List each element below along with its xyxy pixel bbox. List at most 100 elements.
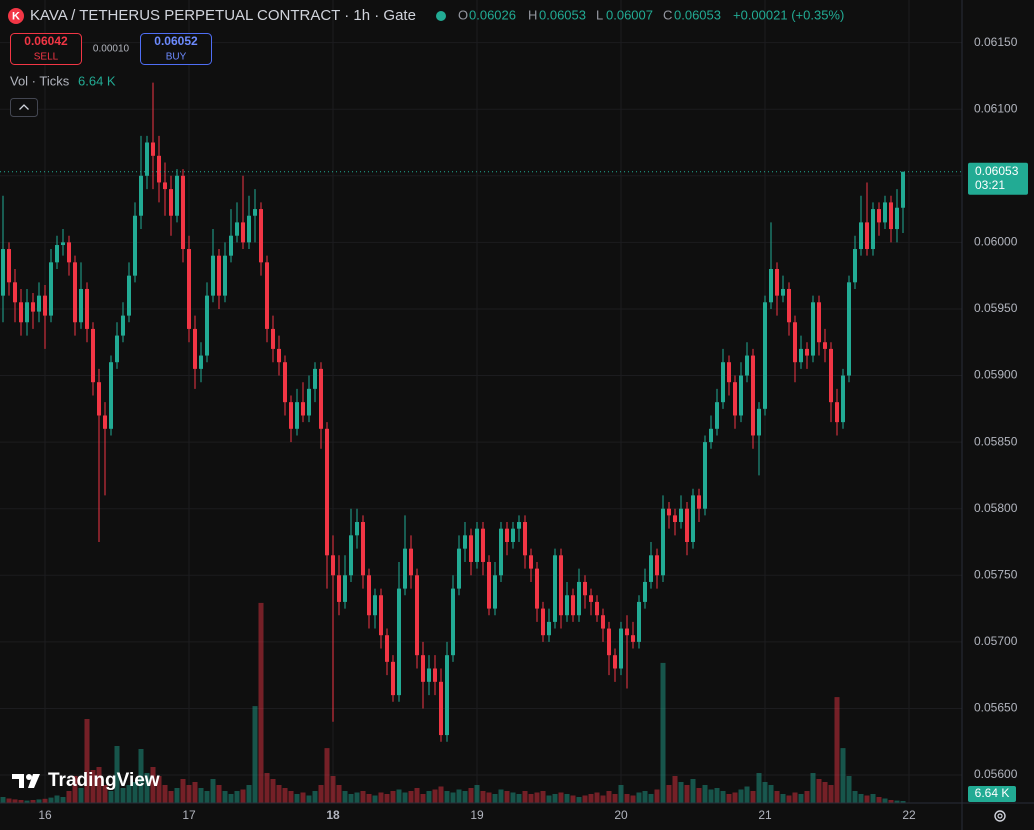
candle-body <box>151 142 155 156</box>
candle-body <box>457 548 461 589</box>
volume-bar <box>600 795 606 803</box>
settings-icon[interactable] <box>994 810 1006 822</box>
candle-body <box>709 428 713 443</box>
candle-body <box>583 581 587 596</box>
y-tick-label: 0.05650 <box>974 701 1018 715</box>
volume-bar <box>108 791 114 803</box>
volume-bar <box>126 785 132 803</box>
volume-bar <box>816 779 822 803</box>
change: +0.00021 (+0.35%) <box>733 7 844 22</box>
candle-body <box>715 402 719 429</box>
candle-body <box>499 528 503 576</box>
candle-body <box>745 355 749 376</box>
candle-body <box>55 245 59 263</box>
y-tick-label: 0.05700 <box>974 634 1018 648</box>
candle-body <box>859 222 863 250</box>
candle-body <box>421 655 425 682</box>
candle-body <box>379 595 383 636</box>
sell-button[interactable] <box>10 33 82 65</box>
volume-bar <box>876 797 882 803</box>
volume-bar <box>312 791 318 803</box>
sell-label: SELL <box>34 52 59 63</box>
y-tick-label: 0.05900 <box>974 368 1018 382</box>
candle-body <box>823 342 827 349</box>
volume-bar <box>696 788 702 803</box>
candle-body <box>607 628 611 656</box>
candle-body <box>721 362 725 403</box>
volume-bar <box>204 791 210 803</box>
candle-body <box>817 302 821 343</box>
volume-bar <box>480 791 486 803</box>
collapse-button[interactable] <box>10 98 38 117</box>
volume-bar <box>180 779 186 803</box>
candle-body <box>775 268 779 296</box>
volume-bar <box>522 791 528 803</box>
candle-body <box>841 375 845 423</box>
candle-body <box>181 175 185 250</box>
brand-name: TradingView <box>48 770 160 791</box>
volume-bar <box>642 791 648 803</box>
countdown: 03:21 <box>975 178 1005 192</box>
candle-body <box>43 295 47 316</box>
candle-body <box>661 508 665 576</box>
volume-bar <box>894 800 900 803</box>
volume-bar <box>528 794 534 803</box>
volume-bar <box>186 785 192 803</box>
volume-bar <box>144 773 150 803</box>
candle-body <box>175 175 179 216</box>
volume-bar <box>486 792 492 803</box>
volume-bar <box>438 786 444 803</box>
volume-bar <box>462 791 468 803</box>
buy-label: BUY <box>166 52 187 63</box>
volume-bar <box>396 789 402 803</box>
volume-bar <box>264 773 270 803</box>
volume-bar <box>864 795 870 803</box>
volume-bar <box>726 794 732 803</box>
volume-bar <box>342 791 348 803</box>
y-tick-label: 0.06150 <box>974 35 1018 49</box>
candle-body <box>445 655 449 736</box>
candle-body <box>655 555 659 576</box>
volume-bar <box>714 788 720 803</box>
candle-body <box>31 302 35 312</box>
y-tick-label: 0.05800 <box>974 501 1018 515</box>
volume-bar <box>240 789 246 803</box>
volume-bar <box>420 794 426 803</box>
volume-bar <box>234 791 240 803</box>
volume-bar <box>684 785 690 803</box>
status-dot <box>436 11 446 21</box>
candle-body <box>373 595 377 616</box>
volume-bar <box>858 794 864 803</box>
candle-body <box>271 328 275 349</box>
candle-body <box>403 548 407 589</box>
candle-body <box>157 155 161 183</box>
buy-button[interactable] <box>140 33 212 65</box>
candle-body <box>685 508 689 542</box>
y-tick-label: 0.05950 <box>974 301 1018 315</box>
volume-bar <box>690 779 696 803</box>
candle-body <box>877 209 881 223</box>
volume-bar <box>324 748 330 803</box>
candle-body <box>751 355 755 436</box>
candle-body <box>1 249 5 296</box>
volume-bar <box>828 785 834 803</box>
candle-body <box>811 302 815 356</box>
volume-bar <box>882 798 888 803</box>
candle-body <box>205 295 209 356</box>
candle-body <box>679 508 683 523</box>
volume-bar <box>252 706 258 803</box>
volume-bar <box>654 789 660 803</box>
volume-bar <box>408 791 414 803</box>
volume-bar <box>48 797 54 803</box>
sell-price: 0.06042 <box>24 34 68 48</box>
candle-body <box>613 655 617 669</box>
volume-bar <box>402 792 408 803</box>
volume-bar <box>810 773 816 803</box>
candle-body <box>241 222 245 243</box>
candle-body <box>97 382 101 416</box>
volume-bar <box>54 795 60 803</box>
candle-body <box>109 362 113 429</box>
volume-bar <box>504 791 510 803</box>
candle-body <box>475 528 479 562</box>
